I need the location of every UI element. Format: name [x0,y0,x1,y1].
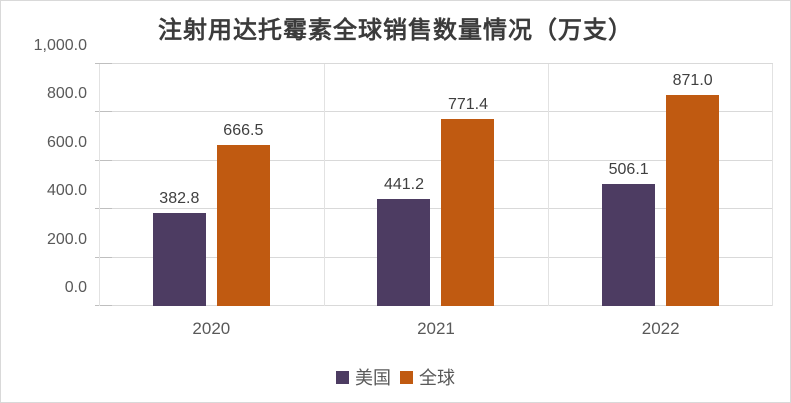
bar-全球-2021 [441,119,495,306]
gridline [99,159,773,161]
y-axis-tick [95,159,112,161]
bar-group-2020: 382.8 666.5 2020 [99,64,324,338]
legend: 美国 全球 [1,365,790,389]
vertical-gridline [323,64,325,306]
bar-value-label: 506.1 [608,160,649,178]
y-axis-tick [95,63,112,64]
y-axis-tick [95,256,112,258]
legend-label: 美国 [355,368,391,389]
bar-美国-2020 [152,213,206,306]
bar-全球-2020 [216,144,270,306]
bar-slot: 771.4 [441,96,495,306]
bar-group-2022: 506.1 871.0 2022 [548,64,773,338]
bar-美国-2021 [377,199,431,306]
gridline [99,256,773,258]
bar-美国-2022 [602,183,656,306]
y-axis-tick [95,111,112,113]
y-tick-label: 0.0 [64,279,87,296]
y-tick-label: 600.0 [46,133,87,151]
bar-slot: 382.8 [152,190,206,306]
bar-slot: 666.5 [216,122,270,306]
chart-title: 注射用达托霉素全球销售数量情况（万支） [158,15,633,44]
x-tick-label: 2022 [641,319,680,338]
bar-slot: 506.1 [602,161,656,306]
bar-group-2021: 441.2 771.4 2021 [324,64,549,338]
gridline [99,111,773,113]
bar-value-label: 441.2 [383,176,425,194]
plot-area: 0.0 200.0 400.0 600.0 800.0 1,000.0 382.8 666.5… [34,37,773,338]
y-axis-tick [95,305,112,306]
vertical-gridline [548,64,550,306]
y-tick-label: 800.0 [46,85,87,103]
bar-value-label: 382.8 [159,190,200,208]
y-tick-label: 400.0 [46,182,87,200]
vertical-gridline [772,64,773,306]
x-tick-label: 2020 [192,319,231,338]
gridline [99,305,773,306]
y-tick-label: 200.0 [46,230,87,248]
y-axis-tick [95,208,112,210]
vertical-gridline [99,64,100,306]
x-tick-label: 2021 [417,319,455,338]
y-tick-label: 1,000.0 [33,37,87,54]
gridline [99,208,773,210]
bar-slot: 441.2 [377,176,431,306]
legend-swatch [336,370,349,384]
bar-value-label: 771.4 [447,96,489,114]
legend-item: 全球 [400,364,455,390]
bar-value-label: 871.0 [672,72,713,90]
legend-swatch [400,370,413,384]
gridline [99,63,773,64]
legend-item: 美国 [336,364,391,390]
bar-slot: 871.0 [666,72,720,306]
bar-全球-2022 [666,95,720,306]
bar-value-label: 666.5 [223,121,264,139]
legend-label: 全球 [419,368,455,389]
